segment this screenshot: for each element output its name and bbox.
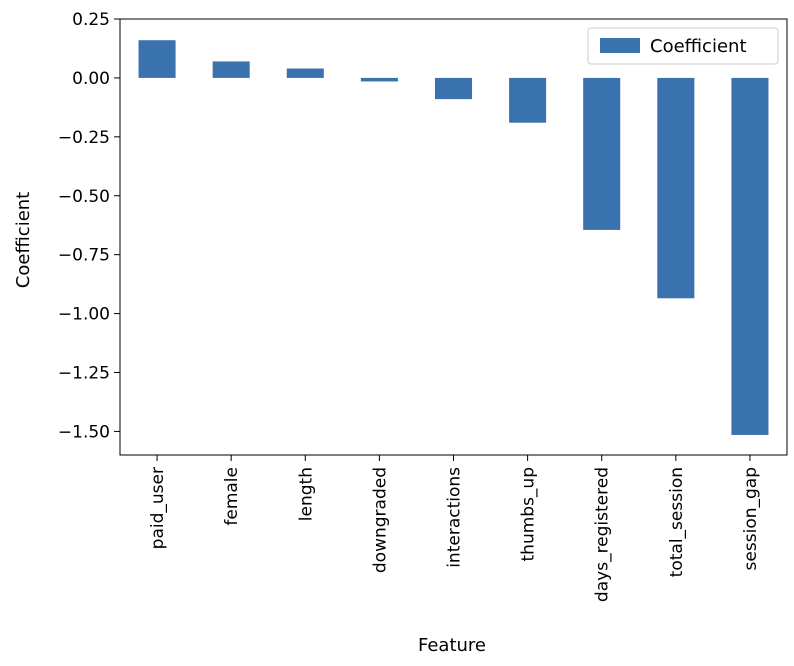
x-axis-ticks: paid_user female length downgraded interacti… <box>148 455 761 602</box>
y-tick-label: −0.75 <box>58 246 110 266</box>
x-tick-label: female <box>222 467 242 526</box>
legend-swatch <box>600 38 640 53</box>
bar-thumbs_up <box>509 77 547 123</box>
x-tick-label: length <box>296 467 316 521</box>
bar-interactions <box>434 77 473 100</box>
x-tick-label: downgraded <box>370 467 390 573</box>
bar-downgraded <box>360 77 398 82</box>
y-tick-label: 0.25 <box>72 10 110 30</box>
y-tick-label: −1.25 <box>58 364 110 384</box>
x-tick-label: days_registered <box>593 467 613 602</box>
y-tick-label: −0.25 <box>58 128 110 148</box>
bar-total_session <box>657 77 695 299</box>
y-axis-label: Coefficient <box>13 192 34 289</box>
x-tick-label: session_gap <box>741 467 761 570</box>
bar-days_registered <box>583 77 621 230</box>
x-tick-label: total_session <box>667 467 687 577</box>
x-tick-label: interactions <box>445 467 465 568</box>
bar-length <box>286 68 324 78</box>
legend-box <box>587 27 779 65</box>
x-tick-label: paid_user <box>148 467 168 549</box>
y-tick-label: −1.50 <box>58 422 110 442</box>
y-tick-label: 0.00 <box>72 69 110 89</box>
y-tick-label: −1.00 <box>58 305 110 325</box>
bar-paid_user <box>138 40 176 78</box>
bar-female <box>212 61 250 78</box>
y-axis-ticks: 0.25 0.00 −0.25 −0.50 −0.75 −1.00 −1.25 −1.50 <box>58 10 120 442</box>
x-axis-label: Feature <box>418 635 486 656</box>
y-tick-label: −0.50 <box>58 187 110 207</box>
bars-group <box>138 40 769 435</box>
plot-frame <box>119 18 788 456</box>
legend: Coefficient <box>587 27 779 65</box>
legend-label: Coefficient <box>650 36 747 57</box>
x-tick-label: thumbs_up <box>519 467 539 562</box>
bar-session_gap <box>731 77 769 435</box>
